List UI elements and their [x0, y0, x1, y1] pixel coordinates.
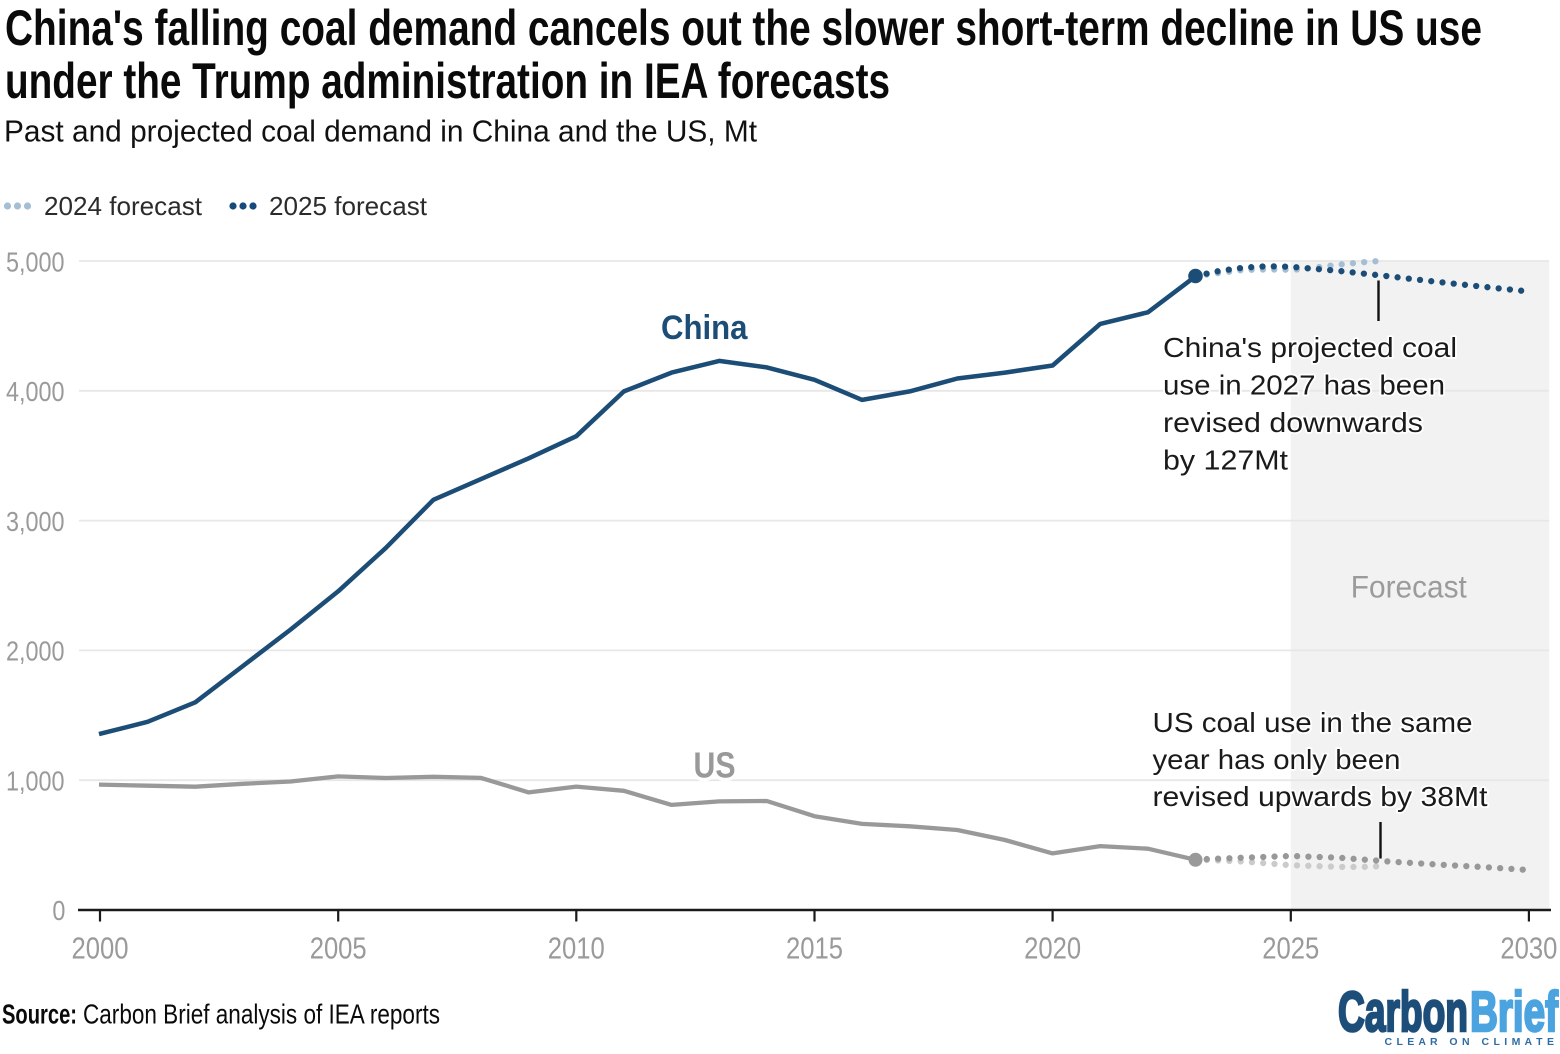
svg-text:2015: 2015: [786, 931, 843, 966]
svg-text:under the Trump administration: under the Trump administration in IEA fo…: [5, 53, 890, 109]
svg-text:4,000: 4,000: [6, 376, 65, 407]
svg-text:2,000: 2,000: [6, 636, 65, 667]
svg-text:2025: 2025: [1262, 931, 1319, 966]
svg-text:use in 2027 has been: use in 2027 has been: [1163, 369, 1445, 400]
svg-text:0: 0: [52, 895, 65, 926]
svg-text:US: US: [694, 745, 736, 786]
svg-text:Brief: Brief: [1470, 980, 1559, 1044]
svg-text:2010: 2010: [548, 931, 605, 966]
svg-text:revised upwards by 38Mt: revised upwards by 38Mt: [1153, 781, 1488, 812]
svg-text:year has only been: year has only been: [1153, 744, 1401, 775]
svg-text:Carbon Brief analysis of IEA r: Carbon Brief analysis of IEA reports: [83, 999, 440, 1030]
svg-text:2000: 2000: [72, 931, 129, 966]
svg-text:Past and projected coal demand: Past and projected coal demand in China …: [4, 114, 757, 149]
svg-text:C L E A R O N C L I M A T: C L E A R O N C L I M A T E: [1385, 1036, 1555, 1048]
svg-text:Source:: Source:: [2, 999, 77, 1030]
svg-text:China's projected coal: China's projected coal: [1163, 332, 1457, 363]
svg-text:3,000: 3,000: [6, 506, 65, 537]
svg-text:Carbon: Carbon: [1338, 980, 1468, 1044]
svg-text:2005: 2005: [310, 931, 367, 966]
svg-text:US coal use in the same: US coal use in the same: [1153, 707, 1473, 738]
svg-text:by 127Mt: by 127Mt: [1163, 444, 1288, 475]
svg-text:2024 forecast: 2024 forecast: [44, 191, 203, 221]
svg-text:2020: 2020: [1024, 931, 1081, 966]
svg-text:5,000: 5,000: [6, 246, 65, 277]
svg-text:Forecast: Forecast: [1351, 569, 1467, 605]
svg-text:China's falling coal demand ca: China's falling coal demand cancels out …: [5, 0, 1482, 56]
svg-text:2025 forecast: 2025 forecast: [269, 191, 428, 221]
svg-text:2030: 2030: [1500, 931, 1557, 966]
svg-text:revised downwards: revised downwards: [1163, 407, 1423, 438]
svg-text:China: China: [661, 309, 748, 347]
svg-text:1,000: 1,000: [6, 766, 65, 797]
